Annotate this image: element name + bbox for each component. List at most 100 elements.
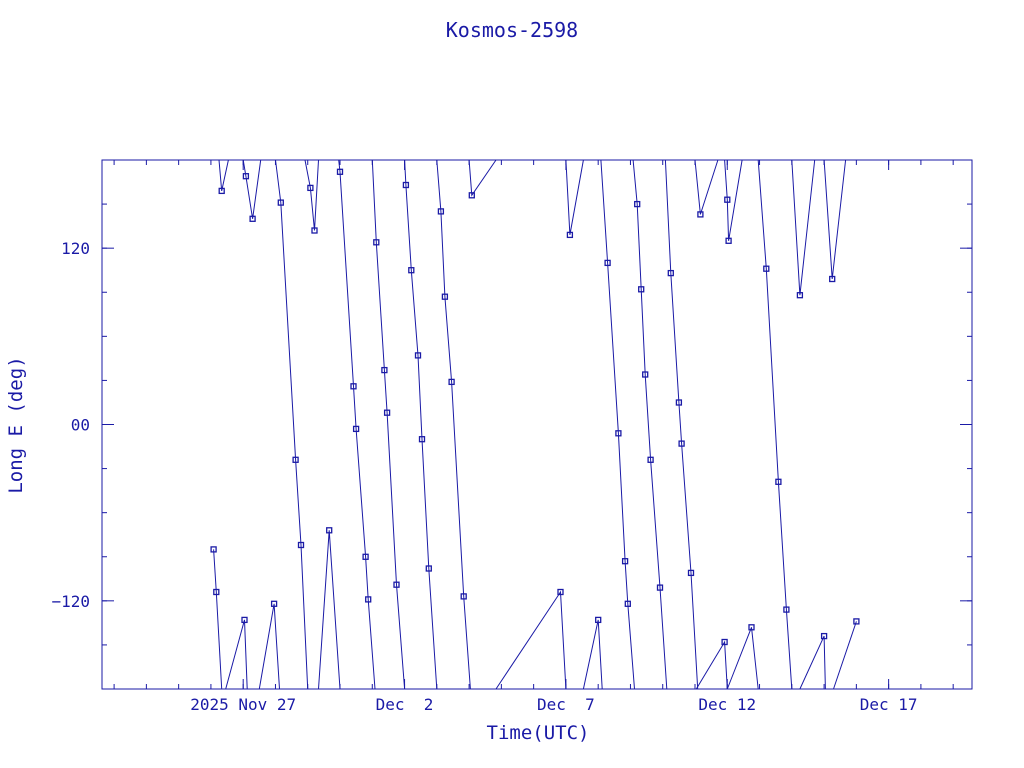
data-point bbox=[373, 239, 380, 246]
data-point bbox=[448, 378, 455, 386]
data-point bbox=[748, 624, 755, 631]
data-point bbox=[796, 292, 804, 299]
x-tick-label: Dec 7 bbox=[537, 695, 595, 714]
data-point bbox=[656, 584, 664, 591]
series-line bbox=[823, 159, 847, 280]
data-point bbox=[724, 196, 731, 203]
data-point bbox=[213, 588, 220, 596]
series-line bbox=[632, 159, 668, 690]
data-point bbox=[763, 265, 770, 272]
axis-ticks bbox=[102, 160, 972, 689]
data-point bbox=[595, 616, 602, 624]
y-tick-label: 00 bbox=[71, 416, 90, 435]
data-point bbox=[297, 541, 305, 549]
data-point bbox=[352, 425, 360, 433]
plot-frame bbox=[101, 159, 973, 690]
data-point bbox=[647, 456, 654, 463]
data-point bbox=[242, 173, 250, 180]
series-line bbox=[724, 159, 743, 241]
axis-tick-labels: 2025 Nov 27 Dec 2 Dec 7 Dec 12 Dec 17 120 00 −1… bbox=[51, 239, 917, 714]
data-point bbox=[249, 215, 256, 222]
data-point bbox=[468, 192, 475, 199]
series-line bbox=[275, 159, 309, 690]
data-points bbox=[210, 168, 860, 646]
data-point bbox=[853, 618, 860, 625]
series-line bbox=[338, 159, 376, 690]
data-point bbox=[241, 616, 248, 624]
series-line bbox=[791, 159, 816, 296]
data-point bbox=[604, 259, 611, 267]
series-line bbox=[468, 159, 497, 197]
data-point bbox=[820, 632, 828, 640]
data-point bbox=[210, 546, 217, 553]
data-point bbox=[336, 168, 344, 175]
data-point bbox=[408, 267, 415, 274]
data-point bbox=[687, 569, 695, 577]
series-line bbox=[404, 159, 438, 690]
data-point bbox=[721, 638, 728, 646]
series-line bbox=[218, 159, 229, 192]
x-tick-label: Dec 2 bbox=[376, 695, 434, 714]
chart-title: Kosmos-2598 bbox=[446, 18, 578, 42]
x-tick-label: Dec 17 bbox=[860, 695, 918, 714]
data-point bbox=[675, 399, 683, 406]
series-line bbox=[495, 590, 567, 690]
data-point bbox=[307, 184, 314, 192]
data-point bbox=[697, 211, 704, 218]
series-line bbox=[318, 530, 341, 690]
y-tick-label: 120 bbox=[61, 239, 90, 258]
data-point bbox=[350, 383, 357, 390]
data-point bbox=[775, 478, 782, 485]
series-line bbox=[436, 159, 471, 690]
y-tick-label: −120 bbox=[51, 592, 90, 611]
series-line bbox=[694, 159, 719, 215]
series-line bbox=[258, 603, 280, 690]
series-line bbox=[213, 549, 223, 690]
series-line bbox=[757, 159, 793, 690]
data-point bbox=[418, 436, 426, 443]
data-point bbox=[381, 366, 388, 374]
data-point bbox=[383, 409, 391, 416]
series-line bbox=[225, 619, 248, 690]
data-point bbox=[678, 440, 685, 447]
data-point bbox=[277, 199, 284, 206]
data-point bbox=[218, 187, 225, 195]
series-line bbox=[582, 619, 603, 690]
series-lines bbox=[213, 159, 857, 690]
data-point bbox=[783, 606, 790, 613]
series-line bbox=[799, 635, 826, 690]
data-point bbox=[270, 600, 278, 607]
data-point bbox=[642, 371, 649, 378]
data-point bbox=[311, 227, 318, 234]
data-point bbox=[667, 269, 674, 277]
data-point bbox=[621, 558, 629, 565]
series-line bbox=[664, 159, 699, 690]
data-point bbox=[365, 596, 372, 603]
series-line bbox=[695, 640, 728, 690]
data-point bbox=[566, 231, 574, 239]
data-point bbox=[425, 565, 432, 572]
series-line bbox=[304, 159, 319, 231]
data-point bbox=[615, 430, 622, 437]
data-point bbox=[829, 275, 836, 283]
data-point bbox=[638, 286, 645, 293]
data-point bbox=[362, 553, 369, 560]
series-line bbox=[833, 621, 857, 690]
data-point bbox=[393, 581, 400, 588]
data-point bbox=[725, 237, 732, 244]
y-axis-label: Long E (deg) bbox=[5, 356, 27, 493]
data-point bbox=[292, 456, 299, 463]
data-point bbox=[437, 208, 445, 215]
data-point bbox=[634, 200, 641, 208]
series-line bbox=[565, 159, 584, 235]
series-line bbox=[726, 627, 759, 690]
series-line bbox=[371, 159, 406, 690]
data-point bbox=[624, 600, 631, 607]
data-point bbox=[441, 293, 449, 300]
data-point bbox=[414, 352, 422, 359]
data-point bbox=[557, 588, 564, 596]
series-line bbox=[600, 159, 635, 690]
data-point bbox=[402, 181, 410, 189]
